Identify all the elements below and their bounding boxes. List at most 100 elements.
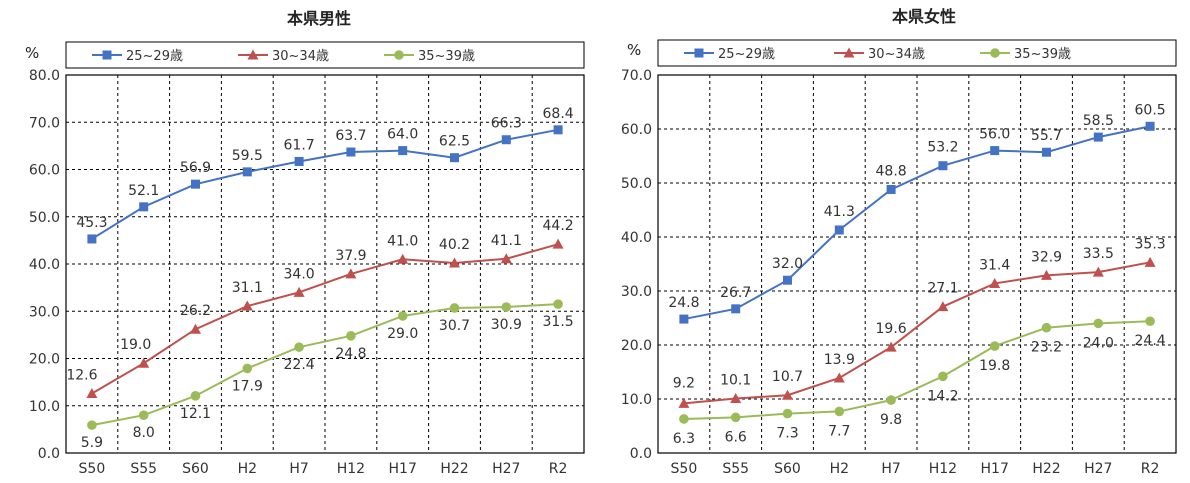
data-point	[937, 301, 949, 312]
data-label: 41.0	[387, 233, 418, 249]
data-label: 24.0	[1083, 335, 1114, 351]
data-point	[1145, 121, 1155, 131]
data-point	[241, 300, 253, 311]
legend-label: 35~39歳	[1014, 47, 1071, 62]
x-tick-label: H17	[981, 461, 1009, 477]
x-tick-label: H22	[1032, 461, 1060, 477]
data-point	[1042, 147, 1051, 157]
data-label: 56.0	[979, 127, 1010, 143]
series-line	[683, 261, 1151, 405]
x-tick-label: H2	[238, 461, 257, 477]
x-tick-label: S60	[774, 461, 801, 477]
x-tick-label: H22	[440, 461, 468, 477]
data-point	[938, 161, 948, 171]
data-label: 56.9	[180, 160, 211, 176]
data-label: 40.2	[439, 237, 470, 253]
series-line	[91, 128, 559, 240]
x-tick-label: S60	[182, 461, 209, 477]
data-label: 24.8	[668, 295, 699, 311]
y-tick-label: 10.0	[29, 399, 60, 415]
data-label: 41.3	[824, 204, 855, 220]
x-tick-label: H7	[881, 461, 900, 477]
chart-panel-2: 本県女性% 0.0 10.0 20.0 30.0 40.0 50.0 60.0 70.0 S50 S…	[621, 7, 1177, 477]
data-point	[1093, 318, 1104, 329]
x-tick-label: H7	[289, 461, 308, 477]
y-tick-label: 70.0	[621, 68, 652, 84]
y-tick-label: 50.0	[29, 210, 60, 226]
data-point	[345, 268, 357, 279]
y-tick-label: 60.0	[621, 122, 652, 138]
legend-marker	[394, 50, 404, 60]
data-label: 68.4	[543, 106, 574, 122]
data-label: 52.1	[128, 183, 159, 199]
data-point	[730, 392, 742, 403]
chart-panel-1: 本県男性% 0.0 10.0 20.0 30.0 40.0 50.0 60.0 70.0 80.0…	[25, 9, 585, 477]
chart-title: 本県男性	[287, 9, 351, 28]
y-tick-label: 0.0	[38, 446, 60, 462]
data-label: 37.9	[335, 248, 366, 264]
data-label: 13.9	[824, 352, 855, 368]
x-tick-label: H17	[389, 461, 417, 477]
data-label: 44.2	[543, 218, 574, 234]
data-point	[553, 125, 563, 135]
data-label: 17.9	[232, 378, 263, 394]
y-tick-label: 60.0	[29, 163, 60, 179]
series-1: 45.3 52.1 56.9 59.5 61.7 63.7 64.0 62.5 66.3 68.4	[76, 106, 574, 244]
y-tick-label: 0.0	[630, 446, 652, 462]
series-1: 24.8 26.7 32.0 41.3 48.8 53.2 56.0 55.7 58.5 60.5	[668, 102, 1166, 324]
data-label: 6.6	[725, 429, 747, 445]
data-point	[782, 389, 793, 400]
data-label: 19.0	[120, 337, 151, 353]
legend: 25~29歳 30~34歳 35~39歳	[65, 41, 585, 69]
x-tick-label: S55	[130, 461, 157, 477]
x-tick-label: H12	[929, 461, 957, 477]
data-label: 58.5	[1083, 113, 1114, 129]
data-label: 31.1	[232, 280, 263, 296]
data-point	[346, 147, 356, 157]
data-label: 22.4	[284, 357, 315, 373]
data-point	[500, 253, 512, 264]
data-label: 63.7	[335, 128, 366, 144]
data-point	[190, 323, 201, 334]
data-point	[731, 304, 741, 314]
data-point	[294, 156, 304, 166]
data-label: 31.4	[979, 257, 1010, 273]
data-point	[449, 257, 460, 268]
data-point	[293, 286, 305, 297]
data-label: 41.1	[491, 233, 522, 249]
data-point	[501, 135, 511, 145]
x-tick-label: S50	[79, 461, 106, 477]
data-point	[834, 406, 845, 417]
data-point	[191, 179, 200, 189]
data-label: 62.5	[439, 134, 470, 150]
legend-label: 25~29歳	[718, 47, 775, 62]
data-point	[294, 342, 304, 352]
data-point	[242, 167, 252, 177]
data-point	[397, 311, 408, 321]
data-point	[886, 395, 896, 405]
y-axis-unit: %	[25, 44, 39, 62]
y-tick-label: 40.0	[29, 257, 60, 273]
data-point	[1144, 256, 1156, 267]
y-tick-label: 10.0	[621, 392, 652, 408]
data-label: 32.9	[1031, 249, 1062, 265]
data-label: 55.7	[1031, 128, 1062, 144]
data-label: 26.7	[720, 285, 751, 301]
data-label: 59.5	[232, 148, 263, 164]
data-point	[938, 371, 948, 382]
data-label: 30.7	[439, 318, 470, 334]
data-label: 19.6	[876, 321, 907, 337]
data-point	[552, 238, 564, 249]
x-tick-label: H27	[492, 461, 520, 477]
data-point	[398, 146, 408, 156]
data-point	[346, 331, 356, 341]
x-tick-label: S55	[722, 461, 749, 477]
y-tick-label: 20.0	[621, 338, 652, 354]
data-point	[782, 408, 793, 419]
data-point	[1145, 316, 1155, 327]
data-label: 45.3	[76, 215, 107, 231]
x-tick-label: H12	[337, 461, 365, 477]
data-point	[679, 414, 689, 424]
x-tick-label: R2	[1141, 461, 1160, 477]
